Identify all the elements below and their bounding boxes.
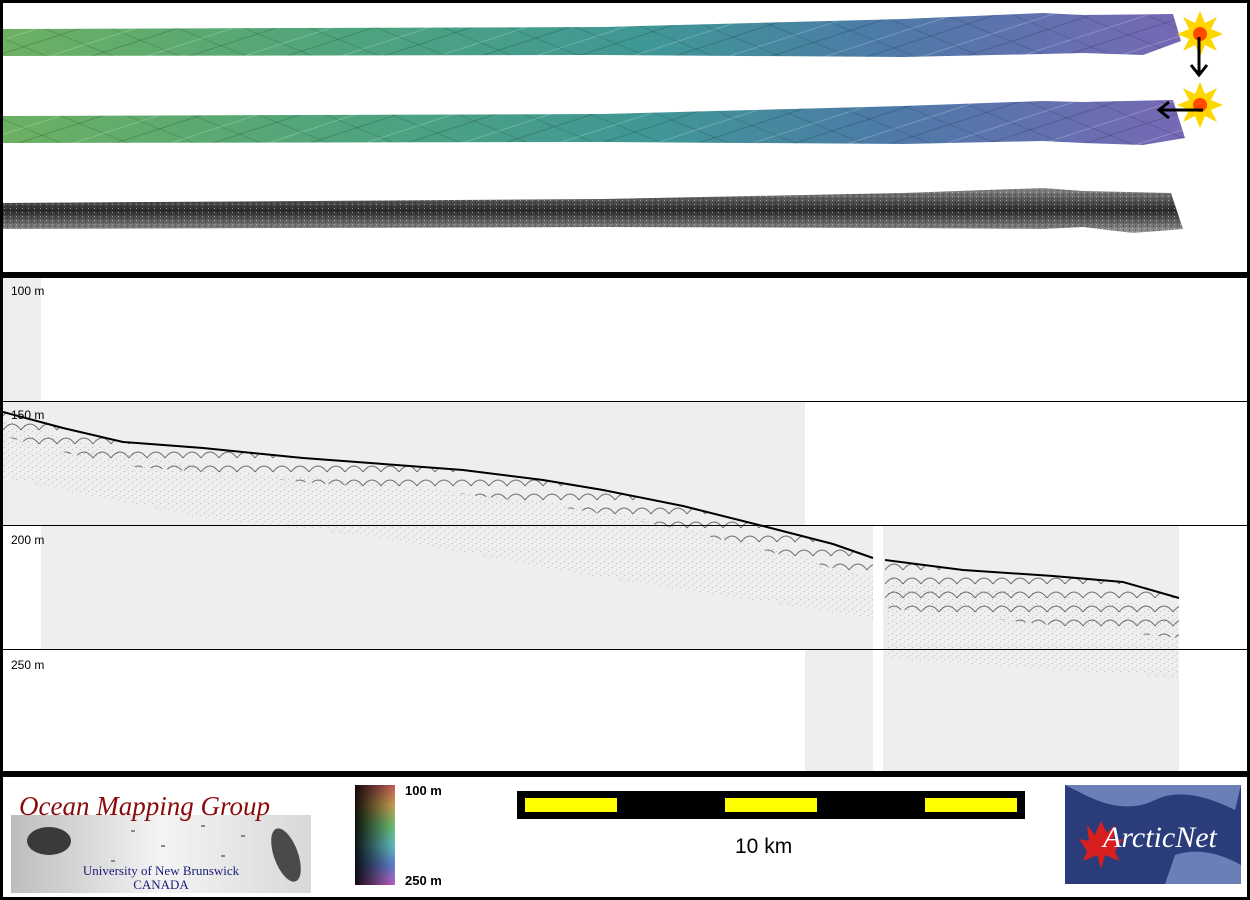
depth-gridline-250 (3, 649, 1247, 650)
profile-svg (3, 278, 1180, 771)
arcticnet-logo-image (1065, 785, 1241, 884)
depth-label-100: 100 m (11, 284, 45, 298)
arcticnet-logo (1065, 785, 1241, 884)
sun-illumination-icon-1 (1177, 11, 1223, 57)
legend-panel: Ocean Mapping Group University of New Br… (3, 777, 1247, 897)
colorbar-max-label: 250 m (405, 873, 442, 888)
depth-label-200: 200 m (11, 533, 45, 547)
sun-illumination-icon-2 (1177, 82, 1223, 128)
subbottom-profile-panel: 100 m 150 m 200 m 250 m (3, 278, 1247, 771)
swath-map-panel (3, 3, 1247, 272)
ocean-mapping-group-logo: Ocean Mapping Group University of New Br… (11, 785, 311, 893)
bathymetry-swath-1 (3, 13, 1181, 57)
depth-label-250: 250 m (11, 658, 45, 672)
bathymetry-swath-2 (3, 100, 1185, 145)
colorbar-min-label: 100 m (405, 783, 442, 798)
omg-subtitle-country: CANADA (133, 877, 189, 892)
swath-map-svg (3, 11, 1223, 233)
arrow-down-icon (1189, 37, 1209, 78)
omg-subtitle-university: University of New Brunswick (82, 863, 240, 878)
arcticnet-logo-text: ArcticNet (1103, 821, 1217, 854)
depth-gridline-200 (3, 525, 1247, 526)
omg-logo-image (11, 815, 311, 893)
backscatter-swath (3, 188, 1183, 233)
depth-colorbar (355, 785, 395, 885)
scale-bar-segment-1 (525, 798, 617, 812)
depth-gridline-150 (3, 401, 1247, 402)
scale-bar (517, 791, 1025, 819)
scale-bar-label: 10 km (735, 835, 793, 858)
depth-label-150: 150 m (11, 408, 45, 422)
omg-title: Ocean Mapping Group (19, 791, 270, 821)
scale-bar-segment-3 (925, 798, 1017, 812)
seabed-reflector (3, 411, 1180, 678)
arrow-left-icon (1156, 100, 1203, 120)
scale-bar-segment-2 (725, 798, 817, 812)
